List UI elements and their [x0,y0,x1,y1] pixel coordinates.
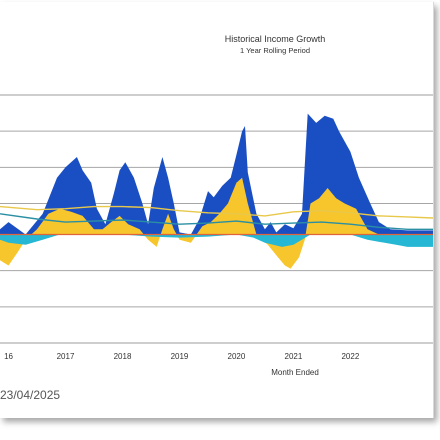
x-tick-label: 2019 [171,352,189,361]
x-tick-label: 2018 [114,352,132,361]
data-lines [0,205,433,236]
x-axis-label: Month Ended [271,368,319,377]
chart-card: Historical Income Growth 1 Year Rolling … [0,2,434,418]
x-tick-label: 2017 [57,352,75,361]
area-series-2 [0,234,433,247]
chart-subtitle: 1 Year Rolling Period [239,46,311,55]
x-tick-label: 16 [4,352,13,361]
x-tick-label: 2020 [228,352,246,361]
line-series-4 [0,213,433,231]
data-areas [0,113,433,269]
x-tick-label: 2022 [341,352,359,361]
x-axis-ticks: 16 2017 2018 2019 2020 2021 2022 [4,352,360,361]
x-tick-label: 2021 [285,352,303,361]
plot-border [0,94,433,344]
report-date: 23/04/2025 [0,388,61,402]
line-series-3 [0,205,433,219]
chart-title: Historical Income Growth [224,34,326,44]
income-growth-chart: 16 2017 2018 2019 2020 2021 2022 Month Ended [0,94,433,377]
